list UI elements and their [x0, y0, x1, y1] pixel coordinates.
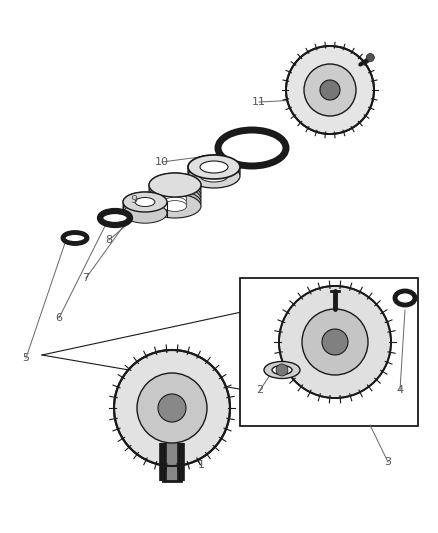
- Text: 4: 4: [396, 385, 403, 395]
- Ellipse shape: [272, 366, 292, 375]
- Circle shape: [137, 373, 207, 443]
- Ellipse shape: [200, 170, 228, 182]
- Ellipse shape: [200, 167, 228, 179]
- Ellipse shape: [163, 187, 187, 197]
- Ellipse shape: [188, 164, 240, 188]
- Ellipse shape: [395, 291, 415, 305]
- Circle shape: [322, 329, 348, 355]
- Text: 10: 10: [155, 157, 169, 167]
- Ellipse shape: [163, 190, 187, 201]
- Text: 6: 6: [56, 313, 63, 323]
- Text: 3: 3: [385, 457, 392, 467]
- Circle shape: [302, 309, 368, 375]
- Circle shape: [158, 394, 186, 422]
- Circle shape: [114, 350, 230, 466]
- Ellipse shape: [123, 203, 167, 223]
- Ellipse shape: [188, 158, 240, 182]
- Ellipse shape: [149, 180, 201, 204]
- Ellipse shape: [149, 190, 201, 214]
- Bar: [240, 278, 418, 426]
- Text: 11: 11: [252, 97, 266, 107]
- Ellipse shape: [123, 198, 167, 217]
- Circle shape: [304, 64, 356, 116]
- Ellipse shape: [163, 183, 187, 194]
- Text: 2: 2: [256, 385, 264, 395]
- Ellipse shape: [123, 195, 167, 215]
- Ellipse shape: [188, 155, 240, 179]
- Text: 9: 9: [131, 195, 138, 205]
- Ellipse shape: [123, 200, 167, 221]
- Ellipse shape: [200, 164, 228, 176]
- Ellipse shape: [149, 194, 201, 218]
- Circle shape: [276, 364, 288, 376]
- Text: 5: 5: [22, 353, 29, 363]
- Bar: [163, 443, 181, 481]
- Ellipse shape: [149, 183, 201, 207]
- Ellipse shape: [149, 173, 201, 197]
- Ellipse shape: [200, 161, 228, 173]
- Ellipse shape: [218, 130, 286, 166]
- Ellipse shape: [200, 161, 228, 173]
- Ellipse shape: [188, 155, 240, 179]
- Ellipse shape: [163, 197, 187, 208]
- Ellipse shape: [123, 192, 167, 212]
- Ellipse shape: [264, 361, 300, 378]
- Circle shape: [279, 286, 391, 398]
- Ellipse shape: [188, 161, 240, 185]
- Ellipse shape: [149, 173, 201, 197]
- Ellipse shape: [135, 198, 155, 206]
- Circle shape: [286, 46, 374, 134]
- Text: 1: 1: [198, 460, 205, 470]
- Ellipse shape: [163, 193, 187, 204]
- Text: 8: 8: [106, 235, 113, 245]
- Ellipse shape: [163, 200, 187, 212]
- Ellipse shape: [149, 187, 201, 211]
- Circle shape: [366, 53, 374, 61]
- Text: 7: 7: [82, 273, 89, 283]
- Ellipse shape: [123, 192, 167, 212]
- Ellipse shape: [149, 176, 201, 200]
- Circle shape: [320, 80, 340, 100]
- Ellipse shape: [100, 211, 130, 225]
- Ellipse shape: [63, 232, 87, 244]
- Ellipse shape: [163, 180, 187, 190]
